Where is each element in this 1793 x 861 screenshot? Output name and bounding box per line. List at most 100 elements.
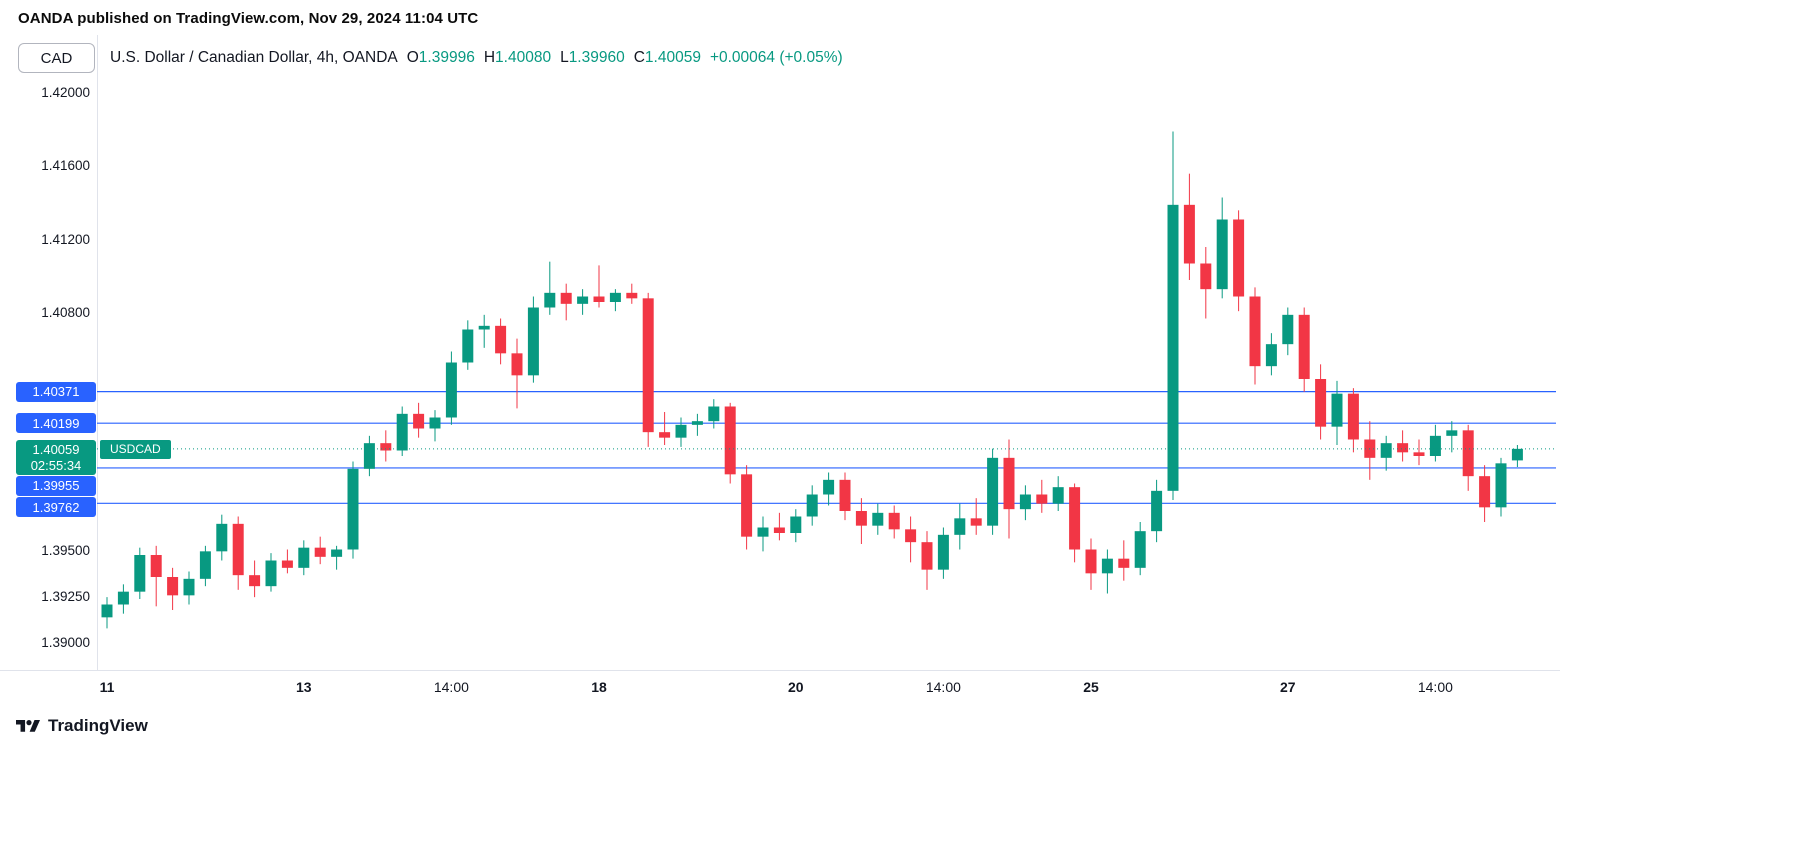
time-tick-label: 20 [788,679,804,695]
candle-body [839,479,851,511]
candle-body [101,604,113,618]
candle-body [1446,430,1458,436]
candle-body [1200,263,1212,290]
candle-body [511,353,523,376]
tradingview-logo[interactable]: TradingView [16,716,148,736]
price-tick-label: 1.39250 [41,589,90,605]
candle-body [495,325,507,354]
candle-body [1069,487,1081,550]
ohlc-h: H1.40080 [483,49,552,66]
time-tick-label: 25 [1083,679,1099,695]
time-tick-label: 18 [591,679,607,695]
candle-body [380,443,392,451]
price-tick-label: 1.39500 [41,543,90,559]
candle-body [1413,452,1425,456]
ohlc-o: O1.39996 [406,49,475,66]
candle-body [265,560,277,587]
price-tick-label: 1.40800 [41,305,90,320]
candle-body [347,468,359,550]
chart-legend: U.S. Dollar / Canadian Dollar, 4h, OANDA… [110,49,843,67]
candle-body [806,494,818,517]
candle-body [790,516,802,533]
candle-body [593,296,605,302]
candle-body [1183,204,1195,264]
candle-body [1101,558,1113,574]
candle-body [1495,463,1507,508]
countdown-timer: 02:55:34 [30,457,82,473]
candle-body [1167,204,1179,491]
candle-body [970,518,982,526]
candle-body [1249,296,1261,367]
candle-body [855,511,867,526]
candle-body [1331,393,1343,427]
candle-body [1282,314,1294,345]
price-level-badge: 1.39955 [16,475,96,496]
candle-body [1380,443,1392,458]
candle-body [314,547,326,557]
candle-body [249,575,261,587]
candle-body [1397,443,1409,453]
price-tick-label: 1.41200 [41,231,90,247]
price-tick-label: 1.39000 [41,635,90,650]
candle-body [183,578,195,596]
candle-body [527,307,539,376]
price-level-badge: 1.40199 [16,413,96,434]
time-tick-label: 27 [1280,679,1296,695]
candle-body [1118,558,1130,568]
ohlc-l: L1.39960 [560,49,625,66]
price-tick-label: 1.41600 [41,158,90,174]
currency-button[interactable]: CAD [18,43,95,73]
candle-body [478,325,490,330]
tradingview-wordmark: TradingView [48,716,148,735]
candle-body [708,406,720,422]
candle-body [691,421,703,425]
tradingview-icon [16,719,40,732]
candle-body [1265,344,1277,367]
candle-body [675,424,687,438]
current-price-badge: 1.40059 02:55:34 [16,440,96,475]
ohlc-c: C1.40059 [633,49,701,66]
candle-body [331,549,343,557]
candle-body [281,560,293,568]
candle-body [199,551,211,579]
candle-body [888,512,900,530]
attribution-text: OANDA published on TradingView.com, Nov … [18,10,479,27]
time-tick-label: 14:00 [1417,679,1453,695]
candle-body [1085,549,1097,574]
candle-body [396,413,408,451]
current-price-value: 1.40059 [32,441,80,457]
candle-body [577,296,589,304]
time-tick-label: 14:00 [925,679,961,695]
candle-body [1036,494,1048,504]
candle-body [1429,435,1441,456]
candle-body [1315,379,1327,427]
candle-body [1151,490,1163,532]
candle-body [609,292,621,302]
candle-body [1233,219,1245,297]
candle-body [954,518,966,535]
candle-body [117,591,129,605]
candle-body [150,555,162,577]
candle-body [363,443,375,469]
candle-body [757,527,769,537]
candle-body [445,362,457,418]
candle-body [167,577,179,596]
candle-body [1052,487,1064,504]
symbol-title[interactable]: U.S. Dollar / Canadian Dollar, 4h, OANDA [110,49,398,66]
candle-body [134,555,146,592]
candle-body [1347,393,1359,440]
price-level-badge: 1.40371 [16,381,96,402]
candle-body [1298,314,1310,379]
candle-body [626,292,638,299]
candle-body [921,542,933,570]
candle-body [724,406,736,475]
candle-body [232,523,244,576]
time-tick-label: 14:00 [433,679,469,695]
candle-body [462,329,474,363]
candle-body [1479,476,1491,508]
candle-body [1019,494,1031,510]
candle-body [1003,457,1015,510]
candle-body [298,547,310,568]
